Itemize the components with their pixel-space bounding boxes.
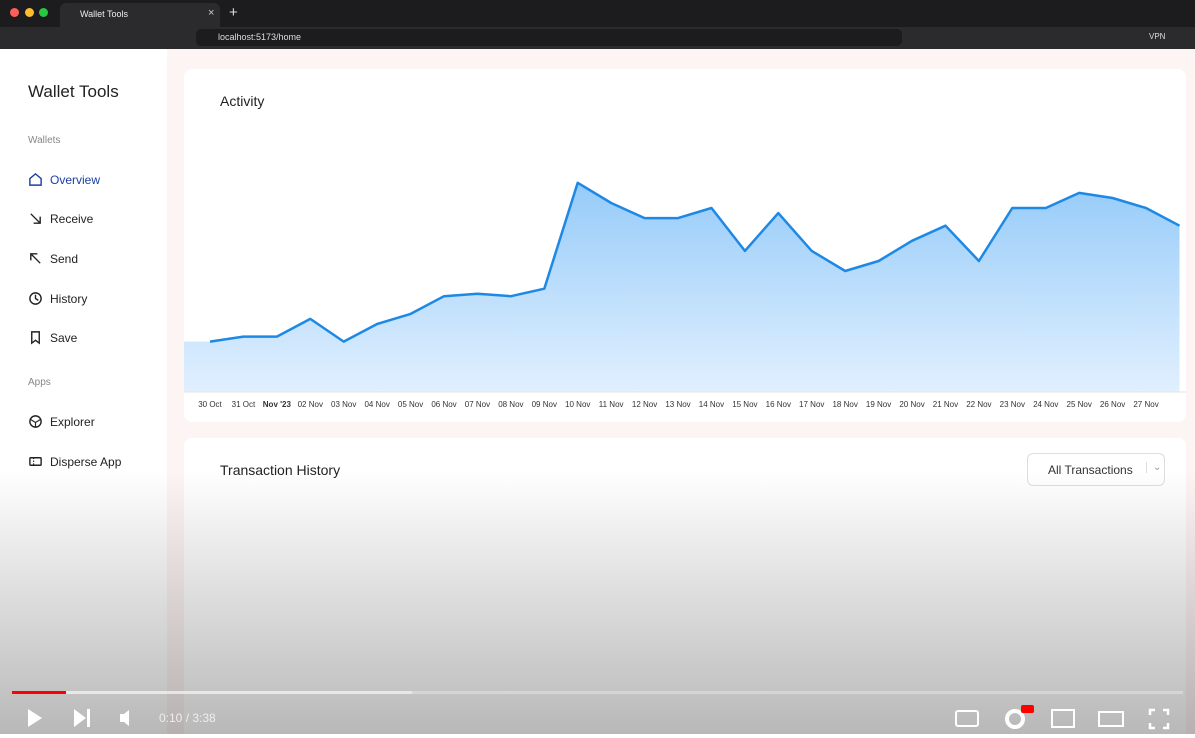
theater-button[interactable]: [1098, 711, 1124, 727]
nav-label: Overview: [50, 172, 101, 187]
x-tick-label: 04 Nov: [364, 400, 389, 409]
nav-label: Disperse App: [50, 454, 122, 469]
vpn[interactable]: VPN: [1149, 32, 1166, 41]
nav-item[interactable]: Overview: [28, 172, 100, 187]
x-tick-label: 11 Nov: [599, 400, 624, 409]
x-tick-label: 08 Nov: [498, 400, 523, 409]
x-tick-label: 25 Nov: [1067, 400, 1092, 409]
area-fill: [184, 182, 1180, 392]
tab-title: Wallet Tools: [80, 9, 129, 19]
minimize-window[interactable]: [25, 8, 34, 17]
x-tick-label: 10 Nov: [565, 400, 590, 409]
nav-item[interactable]: Receive: [28, 211, 93, 226]
x-tick-label: 13 Nov: [665, 400, 690, 409]
nav-label: Receive: [50, 211, 94, 226]
x-tick-label: 09 Nov: [532, 400, 557, 409]
player-controls: 0:10 / 3:38: [28, 705, 1170, 730]
miniplayer-button[interactable]: [1051, 709, 1075, 728]
settings-button[interactable]: [1005, 709, 1025, 729]
x-tick-label: 12 Nov: [632, 400, 657, 409]
x-tick-label: Nov '23: [263, 400, 292, 409]
icon: [30, 213, 41, 224]
next-button[interactable]: [74, 709, 90, 727]
card-title: Transaction History: [220, 462, 341, 478]
time: 0:10 / 3:38: [159, 711, 216, 725]
nav-label: Save: [50, 330, 78, 345]
url-field[interactable]: localhost:5173/home: [196, 29, 902, 46]
x-tick-label: 22 Nov: [966, 400, 991, 409]
icon: [29, 415, 42, 428]
nav-label: History: [50, 291, 88, 306]
icon: [29, 172, 42, 186]
nav-label: Send: [50, 251, 79, 266]
nav-label: Explorer: [50, 414, 95, 429]
dropdown-arrow: ⌄: [1146, 462, 1161, 473]
x-tick-label: 20 Nov: [899, 400, 924, 409]
icon: [29, 292, 42, 305]
x-tick-label: 16 Nov: [766, 400, 791, 409]
hd-badge: [1021, 705, 1034, 713]
icon: [31, 331, 40, 345]
sidebar: Wallet Tools Wallets Overview Receive Se…: [0, 49, 167, 734]
progress-track[interactable]: [12, 691, 1183, 694]
card-title: Activity: [220, 93, 265, 109]
url: localhost:5173/home: [218, 32, 302, 42]
x-tick-label: 02 Nov: [298, 400, 323, 409]
new-tab[interactable]: +: [229, 4, 238, 21]
play-button[interactable]: [28, 709, 42, 727]
nav-item[interactable]: Explorer: [28, 414, 95, 429]
close-window[interactable]: [10, 8, 19, 17]
nav-item[interactable]: Save: [28, 330, 77, 345]
tab[interactable]: Wallet Tools ×: [60, 3, 220, 27]
x-tick-label: 05 Nov: [398, 400, 423, 409]
x-tick-label: 24 Nov: [1033, 400, 1058, 409]
x-tick-label: 03 Nov: [331, 400, 356, 409]
x-tick-label: 18 Nov: [832, 400, 857, 409]
nav-item[interactable]: History: [28, 291, 87, 306]
played: [12, 691, 66, 694]
buffered: [12, 691, 412, 694]
x-tick-label: 17 Nov: [799, 400, 824, 409]
section-heading: Apps: [28, 377, 51, 388]
maximize-window[interactable]: [39, 8, 48, 17]
x-tick-label: 19 Nov: [866, 400, 891, 409]
app-title: Wallet Tools: [28, 82, 119, 101]
x-tick-label: 26 Nov: [1100, 400, 1125, 409]
nav-item[interactable]: Send: [28, 251, 78, 266]
section-heading: Wallets: [28, 135, 61, 146]
tab-bar: Wallet Tools × +: [0, 0, 1195, 27]
x-tick-label: 06 Nov: [431, 400, 456, 409]
x-tick-label: 31 Oct: [232, 400, 256, 409]
x-tick-label: 15 Nov: [732, 400, 757, 409]
filter-select[interactable]: All Transactions ⌄: [1027, 453, 1165, 486]
x-tick-label: 07 Nov: [465, 400, 490, 409]
x-tick-label: 30 Oct: [198, 400, 222, 409]
transactions-card: Transaction History All Transactions ⌄: [184, 438, 1186, 738]
icon: [29, 457, 42, 466]
nav-item[interactable]: Disperse App: [28, 454, 121, 469]
x-tick-label: 14 Nov: [699, 400, 724, 409]
address-bar: localhost:5173/home VPN: [0, 27, 1195, 49]
icon: [30, 253, 41, 264]
captions-button[interactable]: [955, 710, 979, 727]
x-tick-label: 21 Nov: [933, 400, 958, 409]
line: [209, 181, 1181, 343]
fullscreen-button[interactable]: [1148, 708, 1170, 730]
x-tick-label: 27 Nov: [1133, 400, 1158, 409]
x-tick-label: 23 Nov: [1000, 400, 1025, 409]
mute-button[interactable]: [120, 710, 129, 726]
filter-label: All Transactions: [1048, 463, 1133, 477]
tab-close[interactable]: ×: [208, 7, 215, 19]
